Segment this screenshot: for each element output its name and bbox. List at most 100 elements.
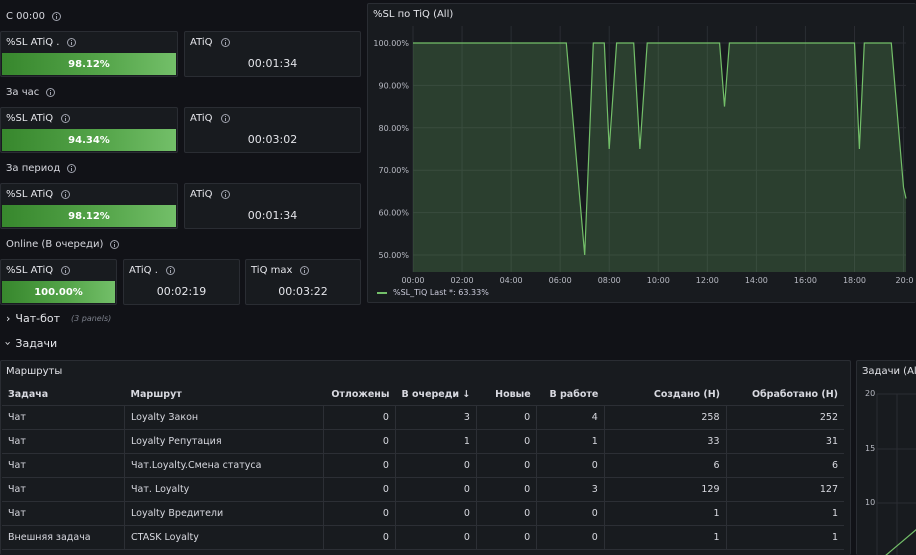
- info-icon[interactable]: [61, 266, 71, 275]
- cell-task: Внешняя задача: [2, 525, 126, 550]
- chevron-down-icon: ›: [1, 341, 15, 346]
- cell-created: 1: [604, 501, 727, 526]
- cell-route: Loyalty Вредители: [124, 501, 325, 526]
- group-label-since-midnight: С 00:00: [6, 9, 61, 23]
- panel-title: Задачи (All): [862, 366, 916, 377]
- routes-panel[interactable]: Маршруты Задача Маршрут Отложены В очере…: [0, 360, 851, 555]
- table-header-row: Задача Маршрут Отложены В очереди ↓ Новы…: [2, 385, 844, 406]
- section-tasks[interactable]: › Задачи: [2, 337, 58, 350]
- cell-in-queue: 0: [395, 501, 477, 526]
- chart-legend[interactable]: %SL_TiQ Last *: 63.33%: [377, 288, 489, 297]
- stat-panel-sl-atiq[interactable]: %SL ATiQ 100.00%: [0, 259, 117, 305]
- stat-panel-sl-atiq[interactable]: %SL ATiQ . 98.12%: [0, 31, 178, 77]
- x-tick-label: 16:00: [794, 276, 817, 285]
- tasks-mini-chart-panel[interactable]: Задачи (All) 20 15 10: [856, 360, 916, 555]
- stat-panel-tiq-max[interactable]: TiQ max 00:03:22: [245, 259, 361, 305]
- stat-panel-atiq[interactable]: ATiQ 00:01:34: [184, 31, 361, 77]
- stat-panel-atiq[interactable]: ATiQ 00:01:34: [184, 183, 361, 229]
- table-row: Чат Чат. Loyalty 0 0 0 3 129 127: [2, 477, 844, 502]
- cell-task: Чат: [2, 453, 126, 478]
- info-icon[interactable]: [220, 114, 230, 123]
- timeseries-panel[interactable]: %SL по TiQ (All) 100.00% 90.00% 80.00% 70.0…: [367, 3, 916, 303]
- x-tick-label: 06:00: [549, 276, 572, 285]
- cell-in-progress: 1: [536, 429, 605, 454]
- cell-postponed: 0: [323, 501, 396, 526]
- table-row: Чат Чат.Loyalty.Смена статуса 0 0 0 0 6 6: [2, 453, 844, 478]
- cell-in-queue: 1: [395, 429, 477, 454]
- cell-task: Чат: [2, 405, 126, 430]
- section-title: Чат-бот: [15, 312, 60, 325]
- stat-value: 00:02:19: [156, 285, 207, 298]
- cell-in-queue: 3: [395, 405, 477, 430]
- column-header-new[interactable]: Новые: [476, 385, 537, 406]
- column-header-postponed[interactable]: Отложены: [323, 385, 396, 406]
- x-tick-label: 02:00: [451, 276, 474, 285]
- column-header-in-queue[interactable]: В очереди ↓: [395, 385, 477, 406]
- cell-task: Чат: [2, 501, 126, 526]
- legend-label: %SL_TiQ Last *: 63.33%: [393, 288, 489, 297]
- routes-table: Задача Маршрут Отложены В очереди ↓ Новы…: [2, 385, 844, 550]
- column-header-task[interactable]: Задача: [2, 385, 125, 406]
- stat-value: 00:01:34: [247, 209, 298, 222]
- column-header-in-progress[interactable]: В работе: [536, 385, 605, 406]
- cell-route: Loyalty Репутация: [124, 429, 325, 454]
- cell-new: 0: [476, 477, 538, 502]
- group-label-online: Online (В очереди): [6, 237, 120, 251]
- cell-route: CTASK Loyalty: [124, 525, 325, 550]
- y-tick-label: 100.00%: [373, 39, 409, 48]
- table-row: Внешняя задача CTASK Loyalty 0 0 0 0 1 1: [2, 525, 844, 550]
- cell-processed: 1: [726, 525, 844, 550]
- y-tick-label: 80.00%: [378, 124, 409, 133]
- stat-panel-atiq[interactable]: ATiQ 00:03:02: [184, 107, 361, 153]
- cell-postponed: 0: [323, 477, 396, 502]
- info-icon[interactable]: [300, 266, 310, 275]
- stat-value-bar: 98.12%: [2, 205, 176, 227]
- cell-in-progress: 0: [536, 525, 605, 550]
- info-icon[interactable]: [67, 38, 77, 47]
- stat-panel-atiq[interactable]: ATiQ . 00:02:19: [123, 259, 240, 305]
- cell-postponed: 0: [323, 525, 396, 550]
- cell-processed: 31: [726, 429, 844, 454]
- x-tick-label: 00:00: [401, 276, 424, 285]
- cell-processed: 252: [726, 405, 844, 430]
- stat-value-bar: 94.34%: [2, 129, 176, 151]
- x-tick-label: 08:00: [598, 276, 621, 285]
- x-tick-label: 18:00: [843, 276, 866, 285]
- column-header-route[interactable]: Маршрут: [124, 385, 324, 406]
- info-icon[interactable]: [220, 38, 230, 47]
- cell-processed: 6: [726, 453, 844, 478]
- table-row: Чат Loyalty Вредители 0 0 0 0 1 1: [2, 501, 844, 526]
- cell-in-progress: 3: [536, 477, 605, 502]
- stat-value-bar: 98.12%: [2, 53, 176, 75]
- info-icon[interactable]: [61, 114, 71, 123]
- info-icon[interactable]: [46, 87, 56, 97]
- cell-new: 0: [476, 501, 538, 526]
- info-icon[interactable]: [61, 190, 71, 199]
- info-icon[interactable]: [110, 239, 120, 249]
- column-header-processed[interactable]: Обработано (Н): [726, 385, 844, 406]
- column-header-created[interactable]: Создано (Н): [604, 385, 727, 406]
- timeseries-chart[interactable]: 100.00% 90.00% 80.00% 70.00% 60.00% 50.00% 00…: [368, 4, 916, 302]
- cell-in-progress: 0: [536, 453, 605, 478]
- stat-panel-sl-atiq[interactable]: %SL ATiQ 94.34%: [0, 107, 178, 153]
- info-icon[interactable]: [220, 190, 230, 199]
- table-row: Чат Loyalty Репутация 0 1 0 1 33 31: [2, 429, 844, 454]
- cell-created: 129: [604, 477, 727, 502]
- cell-postponed: 0: [323, 429, 396, 454]
- info-icon[interactable]: [165, 266, 175, 275]
- cell-created: 33: [604, 429, 727, 454]
- y-tick-label: 60.00%: [378, 209, 409, 218]
- info-icon[interactable]: [51, 11, 61, 21]
- cell-created: 6: [604, 453, 727, 478]
- mini-series-line: [885, 529, 916, 555]
- table-row: Чат Loyalty Закон 0 3 0 4 258 252: [2, 405, 844, 430]
- section-chatbot[interactable]: › Чат-бот (3 panels): [6, 312, 111, 325]
- group-label-last-hour: За час: [6, 85, 56, 99]
- stat-panel-sl-atiq[interactable]: %SL ATiQ 98.12%: [0, 183, 178, 229]
- section-panel-count: (3 panels): [71, 314, 112, 323]
- mini-chart-svg: [876, 393, 916, 555]
- info-icon[interactable]: [67, 163, 77, 173]
- x-tick-label: 04:00: [500, 276, 523, 285]
- stat-value: 00:01:34: [247, 57, 298, 70]
- series-area: [413, 43, 906, 272]
